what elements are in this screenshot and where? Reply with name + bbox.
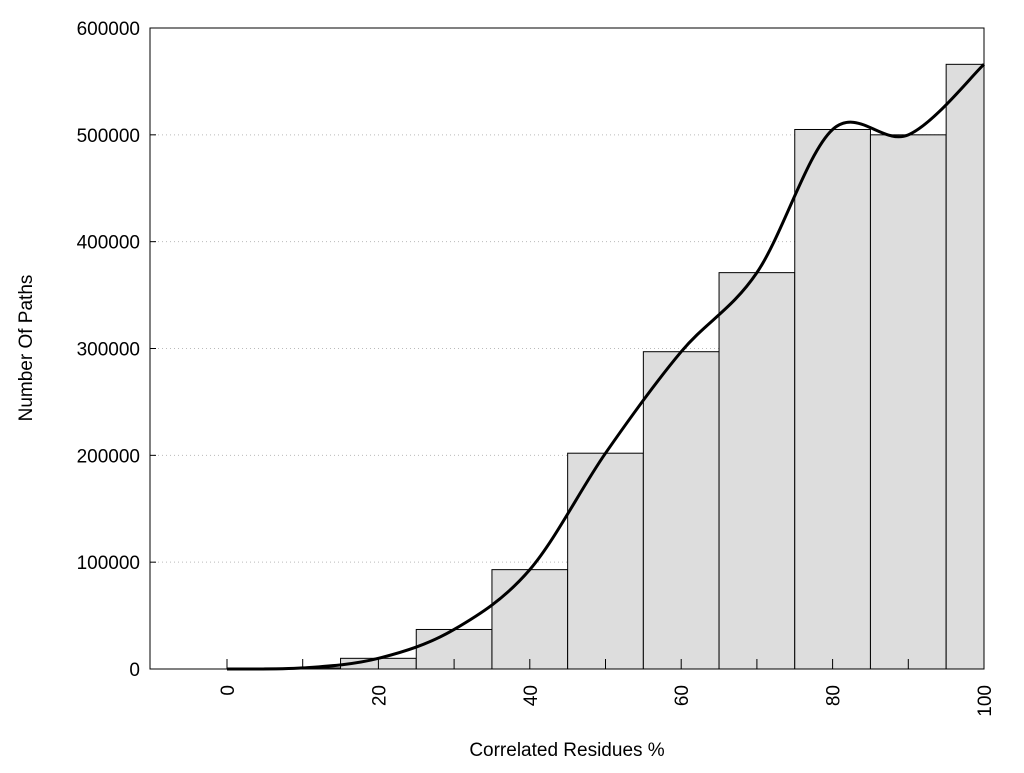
bar-40 xyxy=(491,569,569,670)
y-tick-label: 600000 xyxy=(77,19,140,40)
x-tick-label: 60 xyxy=(672,685,693,706)
x-axis-label: Correlated Residues % xyxy=(469,740,664,761)
x-tick-label: 80 xyxy=(824,685,845,706)
y-tick-label: 200000 xyxy=(77,446,140,467)
y-tick-label: 100000 xyxy=(77,553,140,574)
x-tick-label: 100 xyxy=(975,685,996,717)
bar-60 xyxy=(642,351,720,670)
x-tick-label: 40 xyxy=(521,685,542,706)
y-tick-label: 0 xyxy=(129,660,140,681)
y-tick-label: 500000 xyxy=(77,126,140,147)
y-tick-label: 300000 xyxy=(77,340,140,361)
bar-70 xyxy=(718,272,796,670)
bar-100 xyxy=(945,63,985,670)
y-axis-label: Number Of Paths xyxy=(16,275,37,422)
bar-80 xyxy=(794,128,871,670)
y-tick-label: 400000 xyxy=(77,233,140,254)
trend-line xyxy=(226,63,986,671)
x-tick-label: 20 xyxy=(369,685,390,706)
x-tick-label: 0 xyxy=(218,685,239,696)
bar-90 xyxy=(869,134,947,670)
bar-50 xyxy=(567,452,644,670)
